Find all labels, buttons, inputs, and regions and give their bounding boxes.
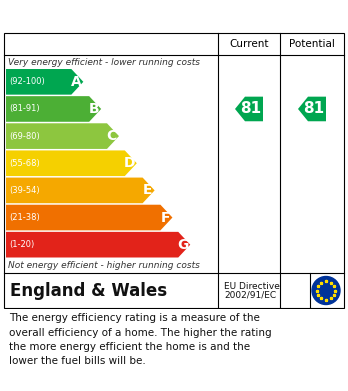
Polygon shape [6,96,101,122]
Circle shape [312,276,340,305]
Text: The energy efficiency rating is a measure of the
overall efficiency of a home. T: The energy efficiency rating is a measur… [9,313,271,366]
Text: D: D [123,156,135,170]
Text: F: F [161,210,171,224]
Text: C: C [107,129,117,143]
Text: Not energy efficient - higher running costs: Not energy efficient - higher running co… [8,262,200,271]
Text: (92-100): (92-100) [9,77,45,86]
Text: A: A [71,75,81,89]
Text: (21-38): (21-38) [9,213,40,222]
Text: England & Wales: England & Wales [10,282,167,300]
Text: (69-80): (69-80) [9,132,40,141]
Text: (81-91): (81-91) [9,104,40,113]
Polygon shape [6,232,190,258]
Text: (55-68): (55-68) [9,159,40,168]
Text: E: E [143,183,153,197]
Polygon shape [6,178,155,203]
Polygon shape [6,69,83,95]
Text: (39-54): (39-54) [9,186,40,195]
Text: 81: 81 [240,101,262,117]
Polygon shape [6,205,173,230]
Text: Current: Current [229,39,269,49]
Text: 81: 81 [303,101,325,117]
Text: Very energy efficient - lower running costs: Very energy efficient - lower running co… [8,57,200,66]
Text: (1-20): (1-20) [9,240,34,249]
Text: EU Directive: EU Directive [224,282,280,291]
Text: B: B [88,102,99,116]
Text: 2002/91/EC: 2002/91/EC [224,291,276,300]
Polygon shape [298,97,326,121]
Polygon shape [6,123,119,149]
Text: G: G [177,238,188,252]
Text: Potential: Potential [289,39,335,49]
Polygon shape [235,97,263,121]
Text: Energy Efficiency Rating: Energy Efficiency Rating [9,9,219,23]
Polygon shape [6,151,137,176]
